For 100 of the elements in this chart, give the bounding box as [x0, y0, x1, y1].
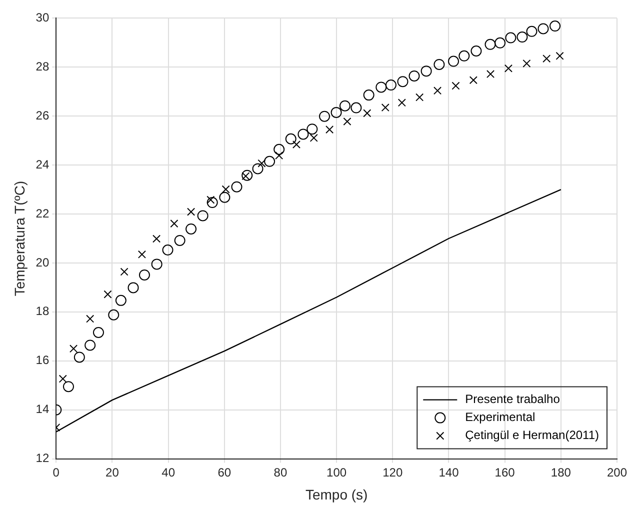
x-axis-title: Tempo (s) — [305, 486, 368, 502]
y-tick-label: 26 — [36, 108, 50, 122]
point — [306, 124, 318, 135]
point — [108, 309, 120, 320]
point — [408, 70, 420, 82]
x-tick-label: 200 — [606, 465, 628, 480]
point — [550, 20, 561, 32]
point — [104, 290, 112, 298]
point — [219, 192, 230, 203]
point — [252, 163, 264, 174]
x-tick-label: 60 — [218, 465, 232, 480]
point — [376, 82, 387, 93]
point — [363, 90, 374, 101]
point — [70, 344, 78, 353]
point — [186, 223, 197, 234]
legend-label: Presente trabalho — [465, 392, 560, 406]
point — [385, 80, 396, 91]
point — [486, 70, 495, 78]
point — [292, 140, 301, 149]
point — [505, 32, 516, 44]
point — [162, 244, 174, 256]
x-tick-label: 120 — [382, 465, 403, 480]
x-tick-label: 180 — [550, 465, 572, 480]
point — [170, 220, 178, 228]
point — [74, 352, 85, 363]
point — [504, 64, 512, 72]
x-tick-label: 160 — [494, 465, 516, 480]
point — [58, 374, 67, 383]
point — [206, 196, 215, 204]
point — [242, 170, 253, 181]
y-tick-label: 24 — [36, 157, 50, 172]
y-tick-label: 28 — [36, 59, 50, 74]
y-tick-label: 22 — [36, 206, 50, 220]
x-tick-label: 0 — [52, 465, 60, 480]
point — [350, 102, 362, 114]
point — [151, 258, 162, 270]
point — [470, 46, 482, 56]
y-axis-title: Temperatura T(ºC) — [11, 180, 28, 296]
point — [275, 151, 284, 160]
point — [452, 82, 460, 90]
point — [526, 26, 538, 37]
point — [326, 126, 334, 134]
point — [542, 54, 551, 63]
y-tick-label: 16 — [36, 353, 50, 368]
point — [343, 117, 352, 126]
point — [174, 234, 186, 246]
legend-label: Çetingül e Herman(2011) — [465, 428, 600, 442]
x-tick-label: 40 — [162, 465, 176, 480]
point — [339, 100, 350, 112]
point — [120, 268, 128, 276]
point — [152, 234, 161, 243]
point — [310, 134, 318, 142]
point — [138, 250, 146, 258]
y-tick-label: 18 — [36, 304, 50, 318]
point — [398, 98, 406, 107]
point — [222, 185, 230, 194]
x-tick-label: 100 — [326, 465, 347, 480]
point — [556, 52, 564, 60]
point — [197, 210, 208, 222]
point — [538, 23, 549, 34]
point — [433, 86, 442, 95]
point — [206, 197, 218, 208]
y-tick-label: 12 — [36, 451, 50, 466]
point — [381, 104, 390, 112]
point — [363, 109, 372, 118]
point — [448, 56, 460, 67]
point — [420, 66, 432, 77]
point — [84, 340, 96, 351]
point — [138, 269, 150, 280]
point — [397, 76, 408, 88]
point — [92, 326, 104, 338]
point — [62, 381, 74, 392]
point — [516, 32, 528, 43]
legend-label: Experimental — [465, 410, 536, 424]
point — [86, 314, 94, 323]
point — [231, 181, 242, 192]
point — [274, 144, 285, 155]
x-tick-label: 80 — [274, 465, 288, 480]
point — [484, 38, 496, 50]
point — [115, 294, 126, 306]
point — [186, 208, 196, 216]
point — [330, 106, 342, 118]
point — [242, 172, 250, 180]
y-tick-label: 20 — [36, 255, 50, 270]
point — [522, 59, 531, 68]
point — [416, 93, 424, 102]
point — [494, 37, 506, 48]
point — [458, 50, 470, 62]
point — [258, 159, 266, 168]
y-tick-label: 30 — [36, 10, 50, 25]
y-tick-label: 14 — [36, 402, 50, 416]
point — [285, 133, 296, 144]
point — [469, 76, 478, 84]
point — [298, 128, 309, 140]
point — [264, 156, 276, 167]
x-tick-label: 140 — [438, 465, 460, 480]
x-tick-label: 20 — [106, 465, 120, 480]
point — [434, 58, 445, 70]
point — [128, 282, 139, 294]
point — [319, 110, 330, 122]
